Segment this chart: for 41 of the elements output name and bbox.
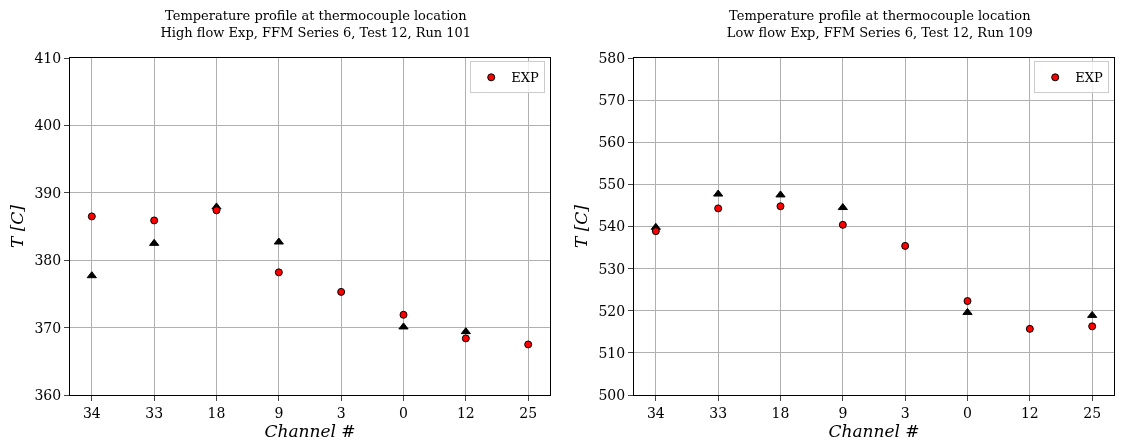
chart-title: Temperature profile at thermocouple location [729, 8, 1032, 24]
x-tick-label: 33 [709, 404, 728, 421]
x-tick-label: 25 [519, 404, 538, 421]
y-tick-label: 520 [598, 302, 626, 319]
y-tick-label: 410 [34, 49, 62, 66]
chart-subtitle: High flow Exp, FFM Series 6, Test 12, Run 101 [160, 24, 472, 40]
x-tick-label: 0 [963, 404, 972, 421]
x-tick-label: 12 [456, 404, 475, 421]
x-tick-label: 3 [336, 404, 346, 421]
y-axis-title: T [C] [571, 204, 592, 249]
legend-label: EXP [1075, 70, 1103, 86]
chart-subtitle: Low flow Exp, FFM Series 6, Test 12, Run 109 [726, 24, 1033, 40]
y-tick-label: 550 [598, 176, 626, 193]
x-tick-label: 9 [838, 404, 848, 421]
y-axis-title: T [C] [7, 204, 28, 249]
x-tick-label: 12 [1020, 404, 1039, 421]
y-tick-label: 580 [598, 49, 626, 66]
x-tick-label: 34 [646, 404, 665, 421]
x-axis-title: Channel # [264, 420, 356, 441]
y-tick-label: 360 [34, 386, 62, 403]
y-tick-label: 560 [598, 134, 626, 151]
y-tick-label: 500 [598, 386, 626, 403]
legend-label: EXP [511, 70, 539, 86]
x-tick-label: 18 [207, 404, 226, 421]
y-tick-label: 390 [34, 184, 62, 201]
y-tick-label: 540 [598, 218, 626, 235]
y-tick-label: 570 [598, 92, 626, 109]
x-tick-label: 34 [82, 404, 101, 421]
y-tick-label: 530 [598, 260, 626, 277]
x-tick-label: 3 [900, 404, 910, 421]
y-tick-label: 400 [34, 117, 62, 134]
y-tick-label: 510 [598, 344, 626, 361]
x-tick-label: 33 [145, 404, 164, 421]
x-axis-title: Channel # [828, 420, 920, 441]
x-tick-label: 0 [399, 404, 408, 421]
chart-title: Temperature profile at thermocouple location [165, 8, 468, 24]
x-tick-label: 9 [274, 404, 284, 421]
y-tick-label: 370 [34, 319, 62, 336]
y-tick-label: 380 [34, 252, 62, 269]
x-tick-label: 18 [771, 404, 790, 421]
x-tick-label: 25 [1083, 404, 1102, 421]
